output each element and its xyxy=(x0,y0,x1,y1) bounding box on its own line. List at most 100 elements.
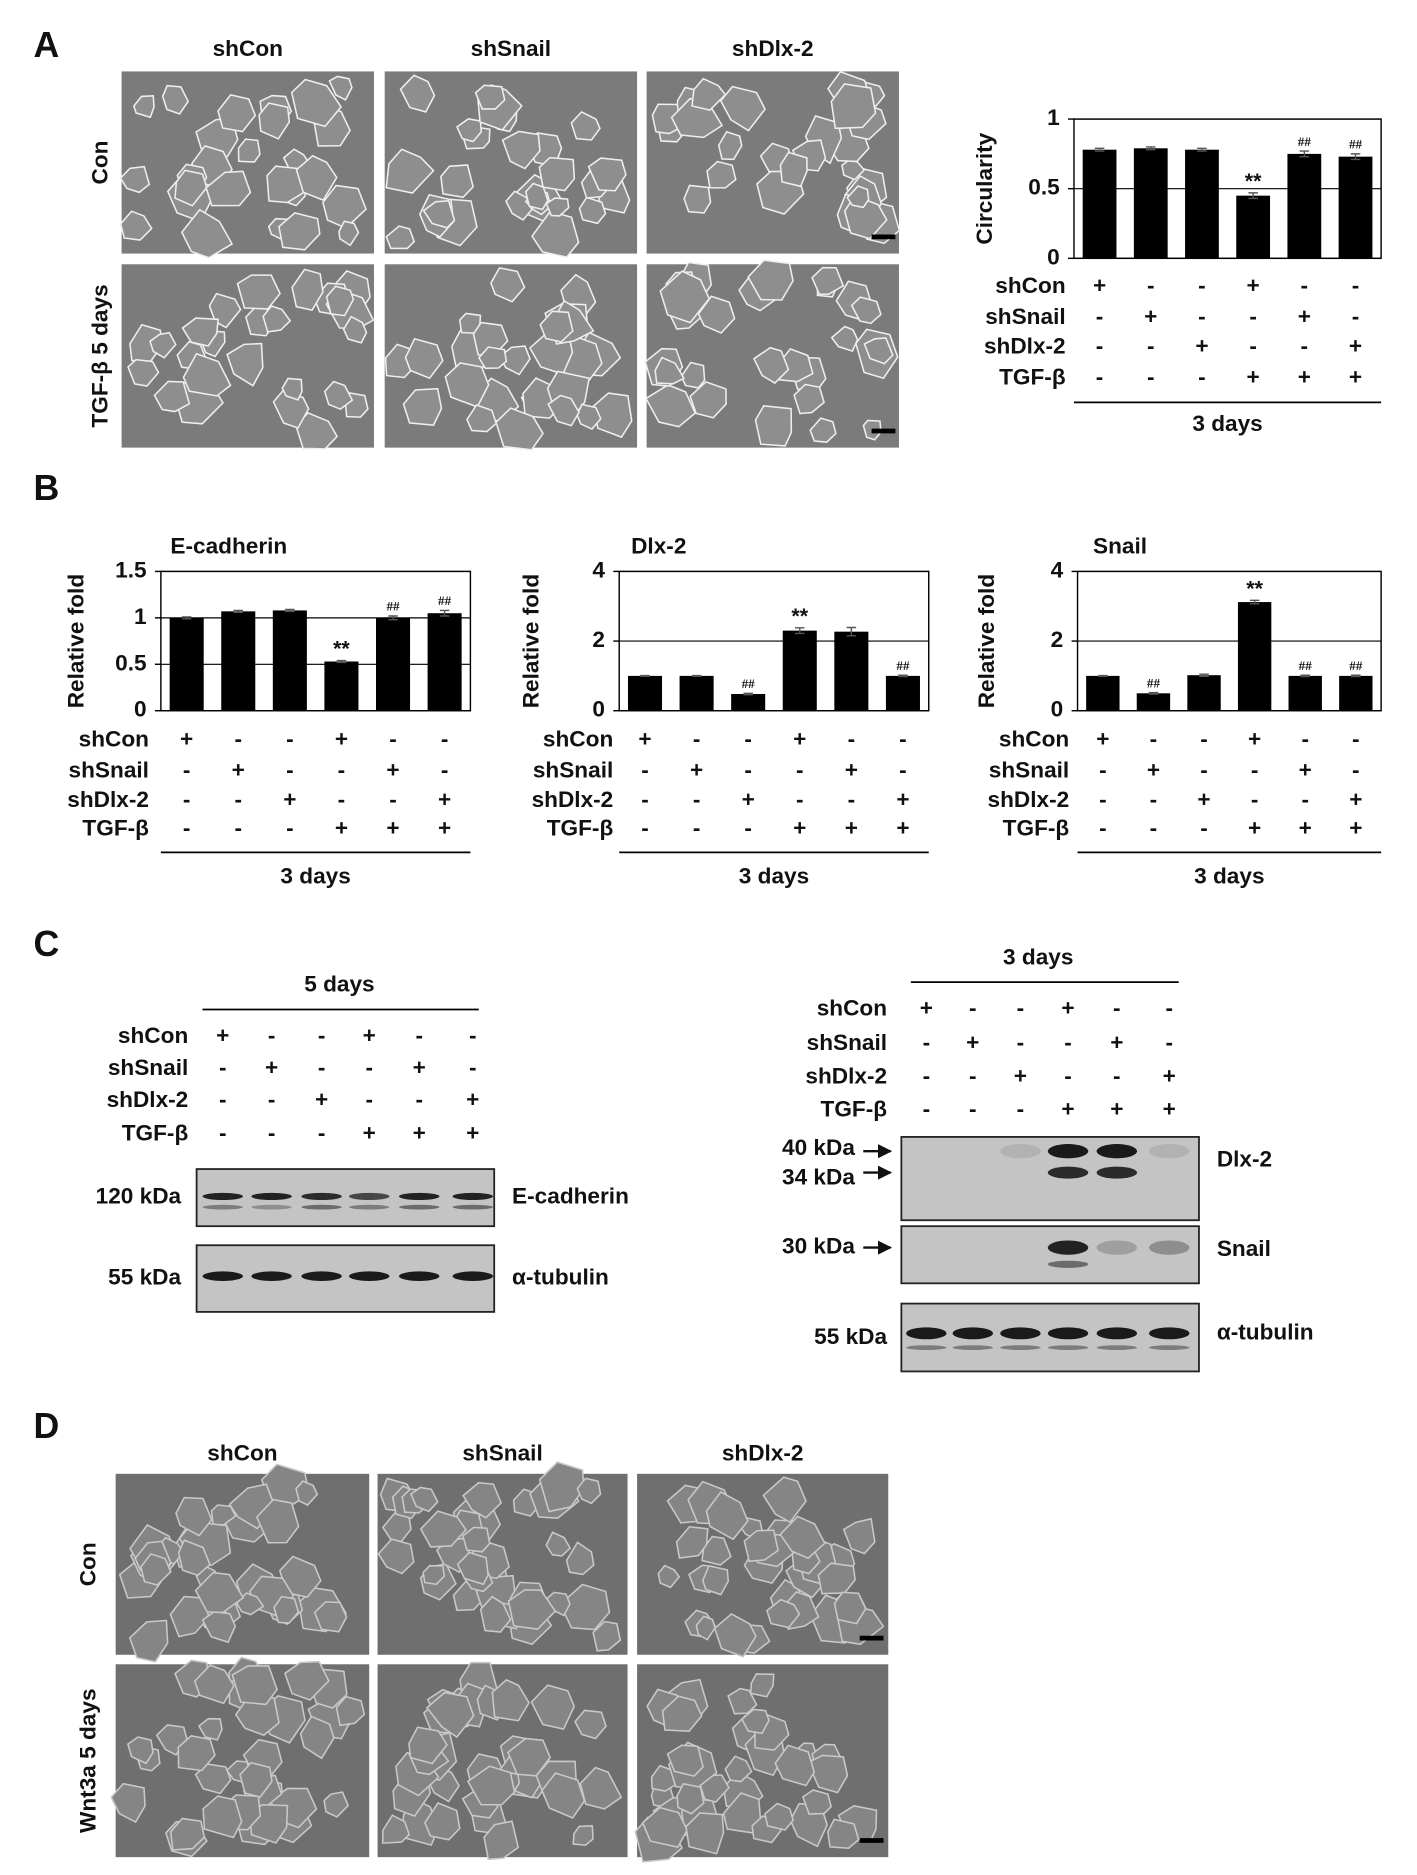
cell xyxy=(419,1510,467,1548)
significance-label: ** xyxy=(791,604,808,628)
cell xyxy=(161,84,190,115)
x-axis-label: 3 days xyxy=(739,863,809,888)
condition-sign: + xyxy=(283,787,296,812)
cell xyxy=(140,1553,172,1586)
significance-label: ## xyxy=(386,599,400,614)
bar xyxy=(1082,149,1117,259)
condition-sign: - xyxy=(219,1087,227,1112)
cell xyxy=(683,184,712,214)
cell xyxy=(128,1619,169,1663)
condition-sign: - xyxy=(469,1055,477,1080)
cell xyxy=(675,1525,709,1559)
condition-sign: - xyxy=(234,726,242,751)
micrograph xyxy=(646,70,901,254)
condition-sign: - xyxy=(1301,787,1309,812)
condition-sign: - xyxy=(641,816,649,841)
condition-sign: + xyxy=(1248,816,1261,841)
condition-sign: - xyxy=(1113,1063,1121,1088)
cell xyxy=(422,1564,446,1586)
panel-label: C xyxy=(34,924,60,964)
condition-sign: - xyxy=(1150,726,1158,751)
condition-sign: + xyxy=(1298,365,1311,390)
condition-sign: - xyxy=(1017,1030,1025,1055)
condition-sign: - xyxy=(1251,787,1259,812)
condition-sign: - xyxy=(183,816,191,841)
condition-sign: + xyxy=(845,816,858,841)
molecular-weight: 55 kDa xyxy=(814,1324,887,1349)
cell xyxy=(338,220,360,247)
condition-sign: - xyxy=(1017,995,1025,1020)
condition-sign: + xyxy=(413,1120,426,1145)
y-tick-label: 0 xyxy=(592,697,605,722)
cell xyxy=(545,1531,572,1557)
condition-sign: - xyxy=(318,1023,326,1048)
condition-sign: + xyxy=(1299,816,1312,841)
cell xyxy=(273,1595,300,1624)
error-bar xyxy=(233,609,244,614)
blot-band xyxy=(1047,1240,1089,1255)
blot-band xyxy=(398,1204,440,1210)
condition-label: TGF-β xyxy=(1003,816,1070,841)
column-header: shSnail xyxy=(471,36,551,61)
cell xyxy=(659,270,711,324)
error-bar xyxy=(285,608,295,613)
condition-sign: - xyxy=(469,1023,477,1048)
condition-sign: + xyxy=(1298,304,1311,329)
cell xyxy=(410,1486,439,1513)
cell xyxy=(258,102,291,140)
bar xyxy=(1287,153,1322,259)
condition-sign: + xyxy=(845,757,858,782)
condition-sign: + xyxy=(690,757,703,782)
cell xyxy=(295,1480,319,1506)
chart-title: Snail xyxy=(1093,534,1147,559)
cell xyxy=(483,1820,520,1861)
cell xyxy=(422,200,456,229)
error-bar xyxy=(388,615,398,621)
cell xyxy=(119,165,151,194)
molecular-weight: 40 kDa xyxy=(782,1135,855,1160)
blot-band xyxy=(251,1204,292,1210)
condition-sign: - xyxy=(183,787,191,812)
cell xyxy=(323,1791,350,1818)
bar xyxy=(272,610,307,711)
bar xyxy=(1237,602,1272,711)
cell xyxy=(830,83,877,130)
condition-sign: + xyxy=(363,1120,376,1145)
condition-sign: - xyxy=(1198,365,1206,390)
condition-label: shDlx-2 xyxy=(805,1063,887,1088)
condition-sign: - xyxy=(234,787,242,812)
cell xyxy=(717,130,743,161)
bar xyxy=(679,675,714,711)
micrograph xyxy=(384,264,638,451)
cell xyxy=(284,1660,330,1701)
cell xyxy=(830,325,859,353)
blot-band xyxy=(1096,1327,1138,1340)
x-axis-label: 3 days xyxy=(280,863,350,888)
cell xyxy=(850,296,882,325)
condition-sign: - xyxy=(1150,816,1158,841)
row-label: Wnt3a 5 days xyxy=(75,1688,100,1833)
error-bar xyxy=(1248,192,1258,200)
cell xyxy=(424,1802,461,1841)
cell xyxy=(570,110,601,141)
error-bar xyxy=(1299,150,1310,158)
cell xyxy=(127,1736,154,1765)
condition-sign: - xyxy=(1249,334,1257,359)
blot-band xyxy=(301,1192,342,1200)
cell xyxy=(342,315,368,344)
column-header: shCon xyxy=(207,1441,277,1466)
error-bar xyxy=(181,616,192,620)
cell xyxy=(574,1709,607,1740)
condition-label: shSnail xyxy=(807,1030,887,1055)
blot-band xyxy=(301,1271,342,1281)
cell xyxy=(779,1515,826,1560)
condition-sign: - xyxy=(744,726,752,751)
condition-sign: + xyxy=(1197,787,1210,812)
blot-band xyxy=(348,1204,390,1210)
cell xyxy=(381,1814,411,1844)
error-bar xyxy=(846,626,857,637)
cell xyxy=(491,1678,530,1722)
western-blot xyxy=(195,1244,496,1313)
bar xyxy=(376,617,411,711)
error-bar xyxy=(1249,599,1260,605)
